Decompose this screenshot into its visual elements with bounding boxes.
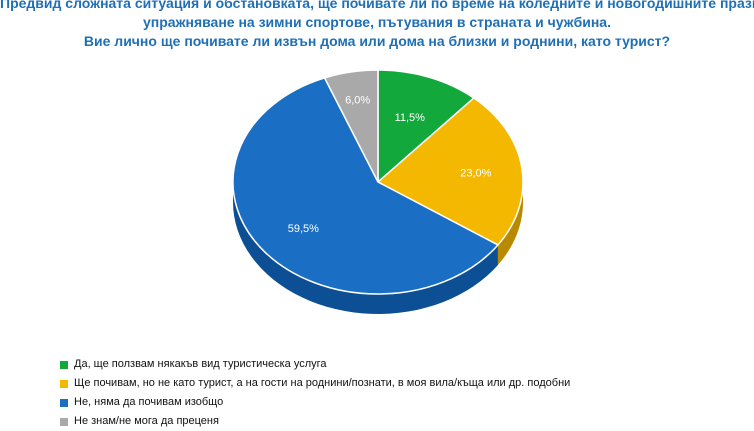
- legend-item: Ще почивам, но не като турист, а на гост…: [60, 374, 570, 393]
- legend: Да, ще ползвам някакъв вид туристическа …: [60, 355, 570, 431]
- pie-slice-3: [323, 69, 379, 183]
- pie-side-2: [233, 182, 498, 314]
- legend-swatch-dont-know: [60, 417, 68, 426]
- pie-data-label-0: 11,5%: [395, 112, 426, 124]
- legend-label-guest: Ще почивам, но не като турист, а на гост…: [74, 377, 571, 389]
- legend-item: Не знам/не мога да преценя: [60, 412, 570, 431]
- legend-swatch-guest: [60, 379, 68, 388]
- legend-swatch-yes: [60, 360, 68, 369]
- title-line-3: Вие лично ще почивате ли извън дома или …: [83, 33, 671, 49]
- pie-data-label-2: 59,5%: [288, 223, 319, 235]
- pie-slice-0: [377, 69, 476, 184]
- legend-label-dont-know: Не знам/не мога да преценя: [74, 415, 219, 427]
- pie-labels: 11,5% 23,0% 59,5% 6,0%: [288, 94, 492, 235]
- pie-side-walls: [233, 182, 523, 314]
- pie-slices: [232, 69, 524, 295]
- title-line-1: Предвид сложната ситуация и обстановката…: [0, 0, 754, 11]
- legend-label-no: Не, няма да почивам изобщо: [74, 396, 224, 408]
- legend-item: Да, ще ползвам някакъв вид туристическа …: [60, 355, 570, 374]
- pie-slice-2: [232, 76, 500, 295]
- legend-label-yes: Да, ще ползвам някакъв вид туристическа …: [74, 358, 327, 370]
- pie-data-label-1: 23,0%: [460, 167, 491, 179]
- title-line-2: упражняване на зимни спортове, пътувания…: [143, 14, 611, 30]
- pie-slice-1: [376, 97, 524, 246]
- chart-title: Предвид сложната ситуация и обстановката…: [0, 0, 754, 51]
- legend-swatch-no: [60, 398, 68, 407]
- pie-data-label-3: 6,0%: [345, 94, 370, 106]
- legend-item: Не, няма да почивам изобщо: [60, 393, 570, 412]
- pie-side-1: [497, 182, 523, 265]
